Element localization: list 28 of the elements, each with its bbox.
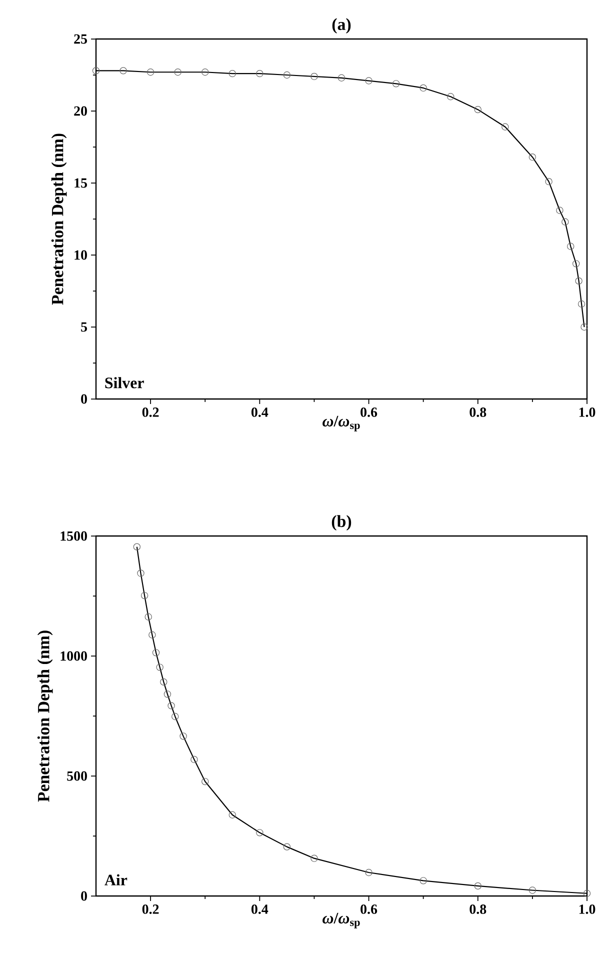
x-tick-label: 0.4	[251, 904, 268, 914]
y-tick-label: 1000	[60, 651, 87, 661]
y-axis-title: Penetration Depth (nm)	[37, 630, 53, 802]
x-tick-label: 1.0	[579, 408, 596, 417]
x-tick-label: 0.6	[360, 408, 378, 417]
y-tick-label: 20	[74, 106, 87, 116]
x-axis-title: ω/ω$_{sp}$	[322, 416, 360, 432]
y-tick-label: 5	[81, 322, 87, 332]
y-tick-label: 1500	[60, 531, 87, 541]
y-axis-title: Penetration Depth (nm)	[51, 134, 67, 305]
annotation: Air	[104, 874, 128, 886]
x-tick-label: 0.6	[360, 904, 378, 914]
x-tick-label: 0.8	[470, 904, 486, 914]
y-tick-label: 0	[81, 394, 87, 404]
y-tick-label: 10	[74, 250, 87, 260]
y-tick-label: 500	[67, 771, 87, 781]
x-axis-title: ω/ω$_{sp}$	[322, 912, 360, 928]
annotation: Silver	[105, 377, 144, 388]
y-tick-label: 25	[74, 34, 87, 44]
chart-title: (a)	[332, 18, 351, 34]
y-tick-label: 0	[81, 891, 87, 901]
x-tick-label: 0.2	[142, 408, 159, 417]
x-tick-label: 1.0	[579, 904, 596, 914]
chart-title: (b)	[332, 515, 352, 531]
y-tick-label: 15	[74, 178, 87, 188]
x-tick-label: 0.4	[251, 408, 268, 417]
x-tick-label: 0.2	[142, 904, 159, 914]
x-tick-label: 0.8	[470, 408, 486, 417]
